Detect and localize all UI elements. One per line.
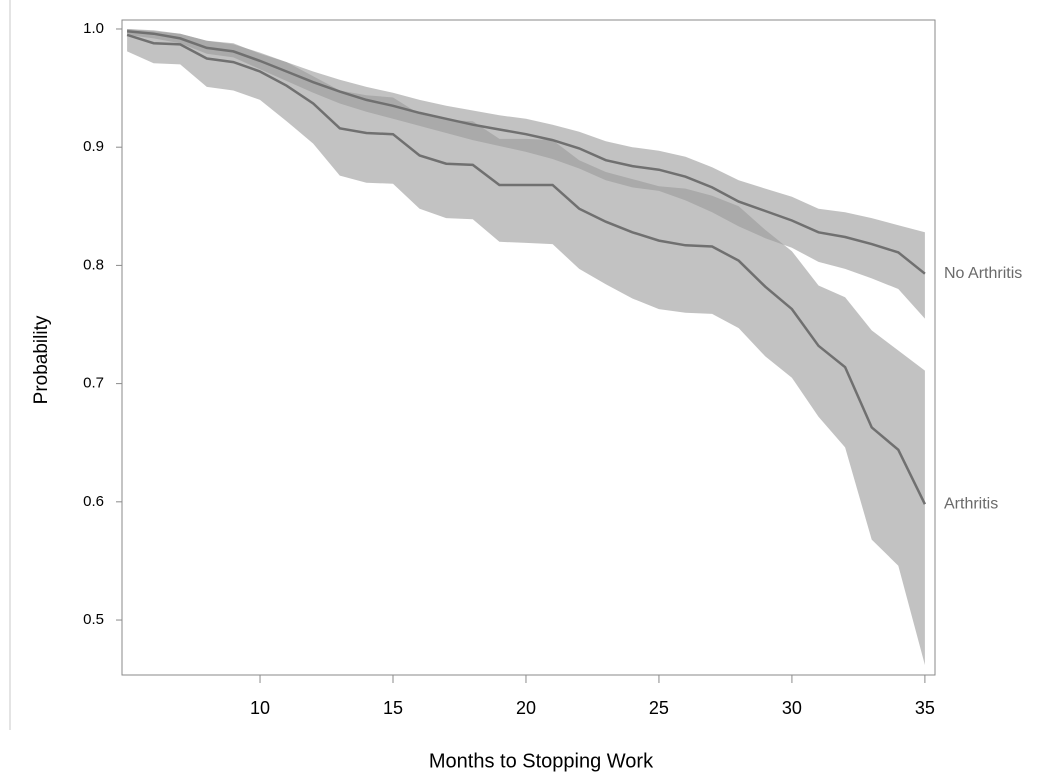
- series-label: Arthritis: [944, 495, 998, 512]
- y-tick-label: 0.8: [83, 256, 104, 273]
- y-axis-label: Probability: [31, 315, 52, 404]
- y-tick-label: 1.0: [83, 20, 104, 37]
- x-axis-label: Months to Stopping Work: [429, 750, 654, 772]
- y-tick-label: 0.9: [83, 138, 104, 155]
- x-tick-label: 25: [649, 698, 669, 718]
- survival-line: [126, 33, 927, 505]
- y-tick-label: 0.7: [83, 375, 104, 392]
- x-tick-label: 10: [250, 698, 270, 718]
- x-tick-label: 20: [516, 698, 536, 718]
- confidence-band: [127, 29, 925, 665]
- x-tick-label: 35: [915, 698, 935, 718]
- y-tick-label: 0.5: [83, 611, 104, 628]
- series-label: No Arthritis: [944, 265, 1022, 282]
- plot-frame: [121, 19, 936, 676]
- x-tick-label: 15: [383, 698, 403, 718]
- y-tick-label: 0.6: [83, 493, 104, 510]
- x-tick-label: 30: [782, 698, 802, 718]
- survival-line: [126, 30, 926, 275]
